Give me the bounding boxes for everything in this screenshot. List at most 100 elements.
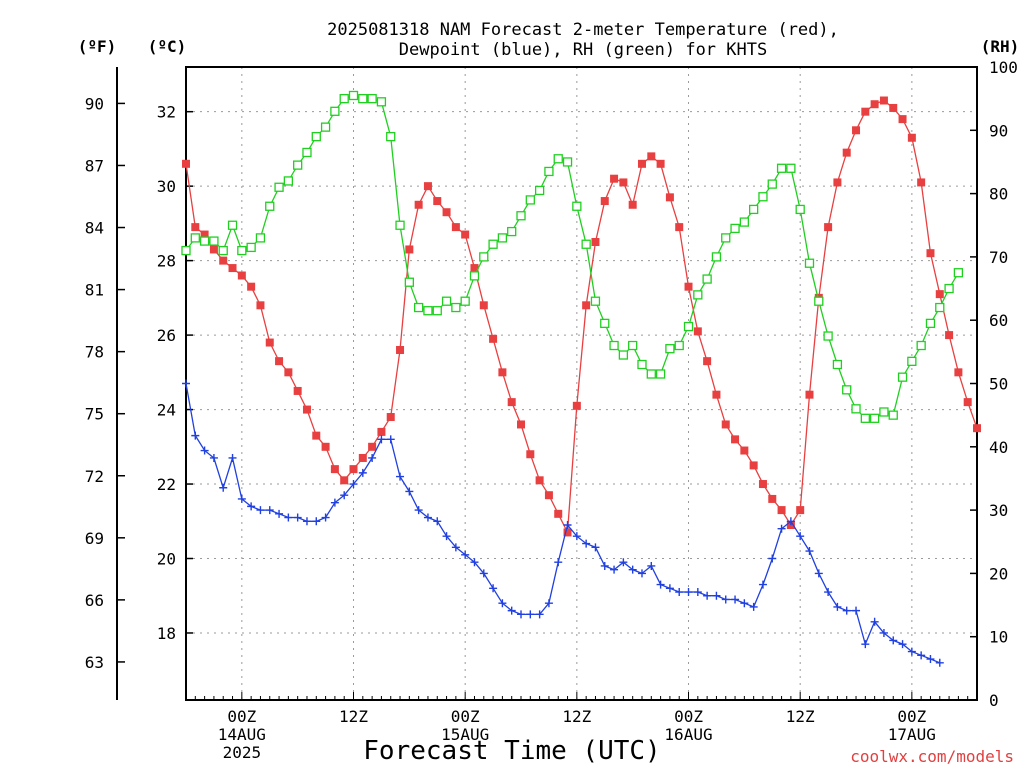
celsius-unit-label: (ºC) — [148, 37, 187, 56]
dewpoint-point — [907, 647, 916, 656]
dewpoint-point — [377, 435, 386, 444]
dewpoint-point — [479, 569, 488, 578]
dewpoint-point — [256, 506, 265, 515]
rh-point — [767, 179, 777, 189]
rh-point — [218, 245, 228, 256]
dewpoint-point — [451, 543, 460, 552]
temperature-point — [777, 506, 786, 515]
rh-point — [209, 236, 219, 246]
rh-point — [413, 302, 424, 313]
series-layer — [181, 90, 981, 667]
temperature-point — [191, 223, 200, 232]
rh-point — [600, 318, 610, 329]
dewpoint-point — [433, 517, 442, 526]
rh-point — [609, 340, 619, 351]
x-tick-label: 00Z — [897, 707, 926, 726]
temperature-point — [265, 338, 274, 347]
temperature-point — [712, 390, 721, 399]
temperature-point — [740, 446, 749, 455]
rh-point — [479, 252, 489, 262]
dewpoint-point — [386, 435, 395, 444]
temperature-point — [517, 420, 526, 429]
temperature-point — [442, 208, 451, 217]
dewpoint-point — [777, 524, 786, 533]
dewpoint-point — [498, 599, 507, 608]
x-tick-label: 15AUG — [441, 725, 489, 744]
dewpoint-point — [731, 595, 740, 604]
rh-point — [860, 413, 870, 423]
rh-point — [311, 131, 321, 142]
temperature-point — [572, 401, 581, 410]
rh-point — [795, 204, 805, 215]
dewpoint-point — [712, 591, 721, 600]
dewpoint-point — [265, 506, 274, 515]
rh-point — [711, 252, 722, 262]
dewpoint-point — [749, 602, 758, 611]
dewpoint-point — [665, 584, 674, 593]
celsius-tick-label: 24 — [157, 401, 176, 420]
temperature-point — [368, 442, 377, 451]
x-tick-label: 00Z — [674, 707, 703, 726]
rh-point — [804, 258, 815, 268]
dewpoint-point — [191, 431, 200, 440]
temperature-point — [833, 178, 842, 187]
rh-point — [907, 356, 917, 366]
dewpoint-point — [805, 547, 814, 556]
temperature-point — [805, 390, 814, 399]
fahrenheit-tick-label: 81 — [85, 281, 104, 300]
temperature-point — [935, 290, 944, 299]
dewpoint-point — [293, 513, 302, 522]
dewpoint-point — [489, 584, 498, 593]
grid-layer — [186, 67, 977, 700]
rh-point — [572, 201, 582, 211]
dewpoint-point — [237, 494, 246, 503]
rh-point — [265, 201, 275, 211]
dewpoint-point — [358, 468, 367, 477]
temperature-point — [973, 424, 981, 433]
temperature-point — [433, 197, 442, 206]
temperature-point — [293, 386, 302, 395]
dewpoint-point — [814, 569, 823, 578]
rh-point — [953, 268, 964, 278]
rh-tick-label: 90 — [989, 121, 1008, 140]
temperature-point — [619, 178, 628, 187]
rh-point — [851, 404, 861, 414]
dewpoint-point — [312, 517, 321, 526]
rh-point — [320, 122, 331, 132]
temperature-point — [907, 133, 916, 142]
rh-point — [562, 157, 573, 167]
temperature-point — [461, 230, 470, 239]
rh-point — [423, 306, 433, 316]
rh-point — [227, 220, 238, 230]
fahrenheit-tick-label: 63 — [85, 653, 104, 672]
temperature-point — [926, 249, 935, 258]
rh-point — [497, 233, 508, 243]
temperature-point — [330, 465, 339, 474]
temperature-point — [479, 301, 488, 310]
dewpoint-point — [405, 487, 414, 496]
rh-point — [451, 302, 461, 313]
temperature-point — [852, 126, 861, 135]
x-tick-label: 12Z — [562, 707, 591, 726]
rh-tick-label: 80 — [989, 185, 1008, 204]
rh-point — [432, 306, 442, 316]
dewpoint-point — [302, 517, 311, 526]
rh-point — [897, 372, 908, 382]
fahrenheit-tick-label: 75 — [85, 405, 104, 424]
rh-tick-label: 100 — [989, 58, 1018, 77]
temperature-point — [879, 96, 888, 105]
dewpoint-point — [182, 379, 190, 388]
rh-unit-label: (RH) — [981, 37, 1020, 56]
dewpoint-point — [368, 453, 377, 462]
fahrenheit-tick-label: 84 — [85, 219, 104, 238]
rh-tick-label: 0 — [989, 691, 999, 710]
rh-point — [376, 97, 387, 107]
rh-point — [274, 182, 284, 192]
dewpoint-point — [423, 513, 432, 522]
dewpoint-point — [768, 554, 777, 563]
rh-point — [441, 296, 452, 306]
fahrenheit-tick-label: 87 — [85, 156, 104, 175]
dewpoint-point — [526, 610, 535, 619]
dewpoint-point — [758, 580, 767, 589]
temperature-point — [963, 398, 972, 407]
